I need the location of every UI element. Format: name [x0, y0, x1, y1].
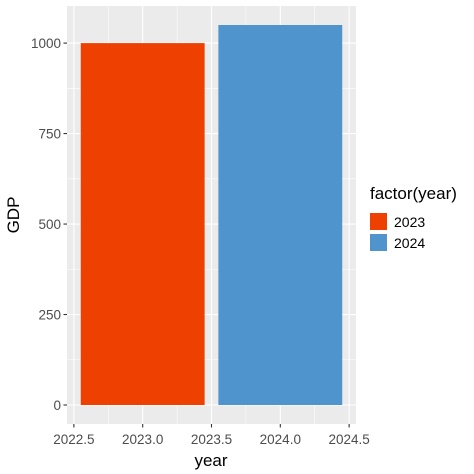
y-tick-label: 750: [38, 127, 61, 142]
y-axis-title: GDP: [4, 197, 23, 234]
legend-label-2024: 2024: [394, 235, 425, 251]
legend-label-2023: 2023: [394, 214, 425, 230]
legend-title: factor(year): [370, 184, 457, 203]
legend: factor(year) 2023 2024: [370, 184, 457, 251]
x-tick-label: 2022.5: [53, 432, 94, 447]
bars-group: [80, 25, 343, 405]
x-tick-label: 2023.5: [191, 432, 232, 447]
legend-key-2024: [370, 234, 387, 251]
x-tick-label: 2024.5: [328, 432, 369, 447]
y-axis: 0 250 500 750 1000: [31, 36, 67, 413]
y-tick-label: 500: [38, 217, 61, 232]
x-tick-label: 2024.0: [260, 432, 301, 447]
y-tick-label: 1000: [31, 36, 61, 51]
bar-2023: [80, 43, 205, 405]
x-axis-title: year: [194, 451, 227, 470]
x-tick-label: 2023.0: [122, 432, 163, 447]
y-tick-label: 0: [53, 398, 61, 413]
y-tick-label: 250: [38, 308, 61, 323]
bar-2024: [218, 25, 343, 405]
x-axis: 2022.5 2023.0 2023.5 2024.0 2024.5: [53, 424, 370, 447]
legend-key-2023: [370, 213, 387, 230]
